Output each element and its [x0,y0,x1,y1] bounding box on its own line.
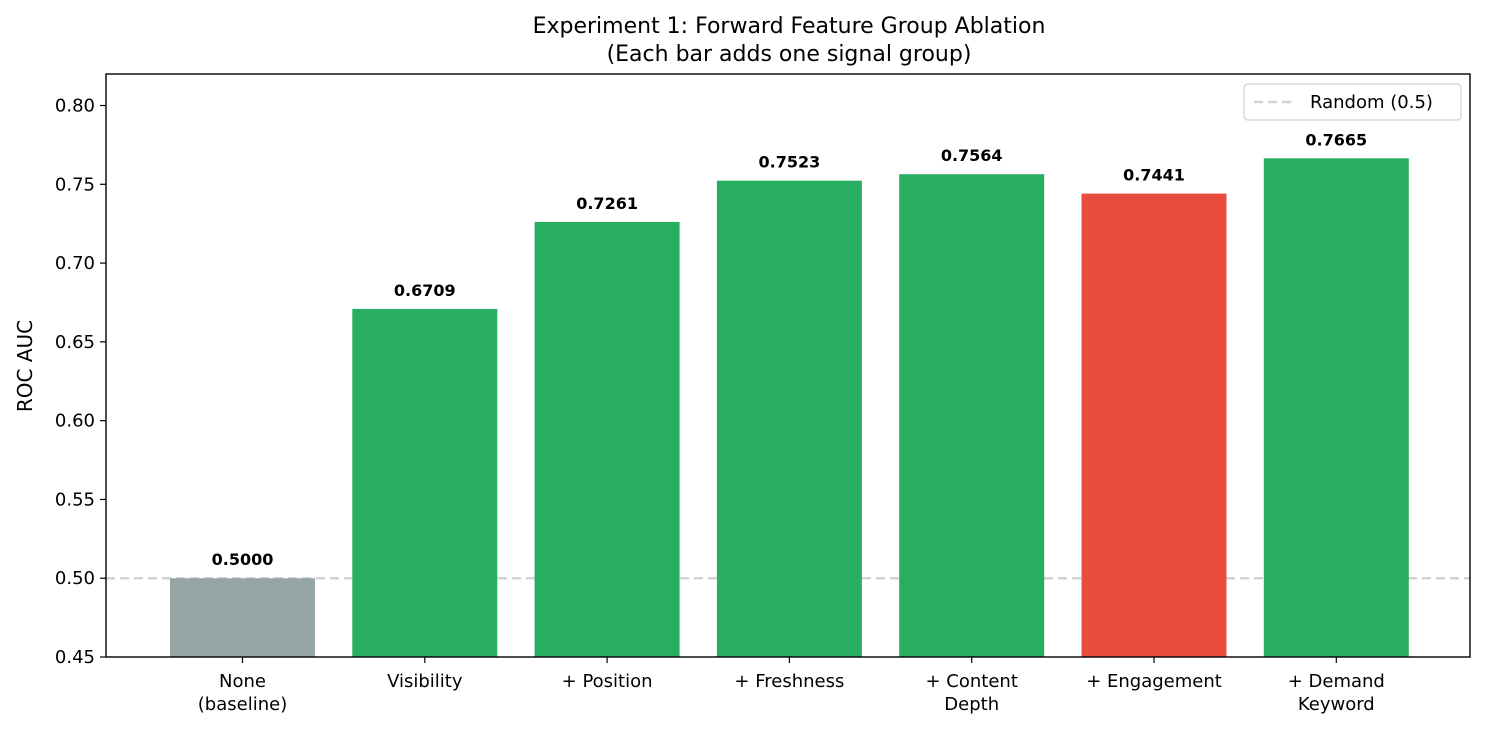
y-tick-label-5: 0.70 [55,253,95,274]
y-tick-label-6: 0.75 [55,174,95,195]
y-tick-label-4: 0.65 [55,332,95,353]
bar-value-label-0: 0.5000 [212,550,274,569]
bar-value-label-6: 0.7665 [1305,130,1367,149]
y-tick-label-7: 0.80 [55,96,95,117]
chart-title-line1: Experiment 1: Forward Feature Group Abla… [533,14,1046,39]
bar-6 [1263,158,1409,657]
bar-3 [716,180,862,657]
value-labels-layer: 0.5000 0.6709 0.7261 0.7523 0.7564 0.7441 0.76… [212,130,1368,569]
x-tick-label-2: + Position [562,671,653,692]
x-axis: None (baseline) Visibility + Position + Fres… [198,657,1385,715]
x-tick-label-4: + Content Depth [926,671,1018,715]
y-tick-label-0: 0.45 [55,647,95,668]
x-tick-label-0: None (baseline) [198,671,287,715]
bar-value-label-4: 0.7564 [941,146,1003,165]
bar-5 [1081,193,1227,657]
bar-value-label-5: 0.7441 [1123,166,1185,185]
legend-label: Random (0.5) [1310,92,1433,113]
x-tick-label-1: Visibility [387,671,463,692]
chart-subtitle: (Each bar adds one signal group) [607,42,972,67]
y-axis-label: ROC AUC [13,320,37,412]
y-tick-label-3: 0.60 [55,411,95,432]
y-tick-label-2: 0.55 [55,489,95,510]
bar-0 [170,578,315,657]
bar-1 [352,308,498,657]
y-tick-label-1: 0.50 [55,568,95,589]
x-tick-label-3: + Freshness [734,671,844,692]
legend-box [1243,83,1462,121]
legend: Random (0.5) [1243,83,1462,121]
y-axis: 0.45 0.50 0.55 0.60 0.65 0.70 0.75 0.80 [55,96,106,668]
bar-value-label-2: 0.7261 [576,194,638,213]
chart-title: Experiment 1: Forward Feature Group Abla… [533,14,1046,67]
bar-value-label-3: 0.7523 [759,153,821,172]
bar-2 [534,221,680,658]
bar-value-label-1: 0.6709 [394,281,456,300]
x-tick-label-6: + Demand Keyword [1288,671,1385,715]
x-tick-label-5: + Engagement [1086,671,1222,692]
bars-layer [170,158,1409,658]
bar-4 [899,174,1045,658]
plot-frame [105,73,1471,658]
